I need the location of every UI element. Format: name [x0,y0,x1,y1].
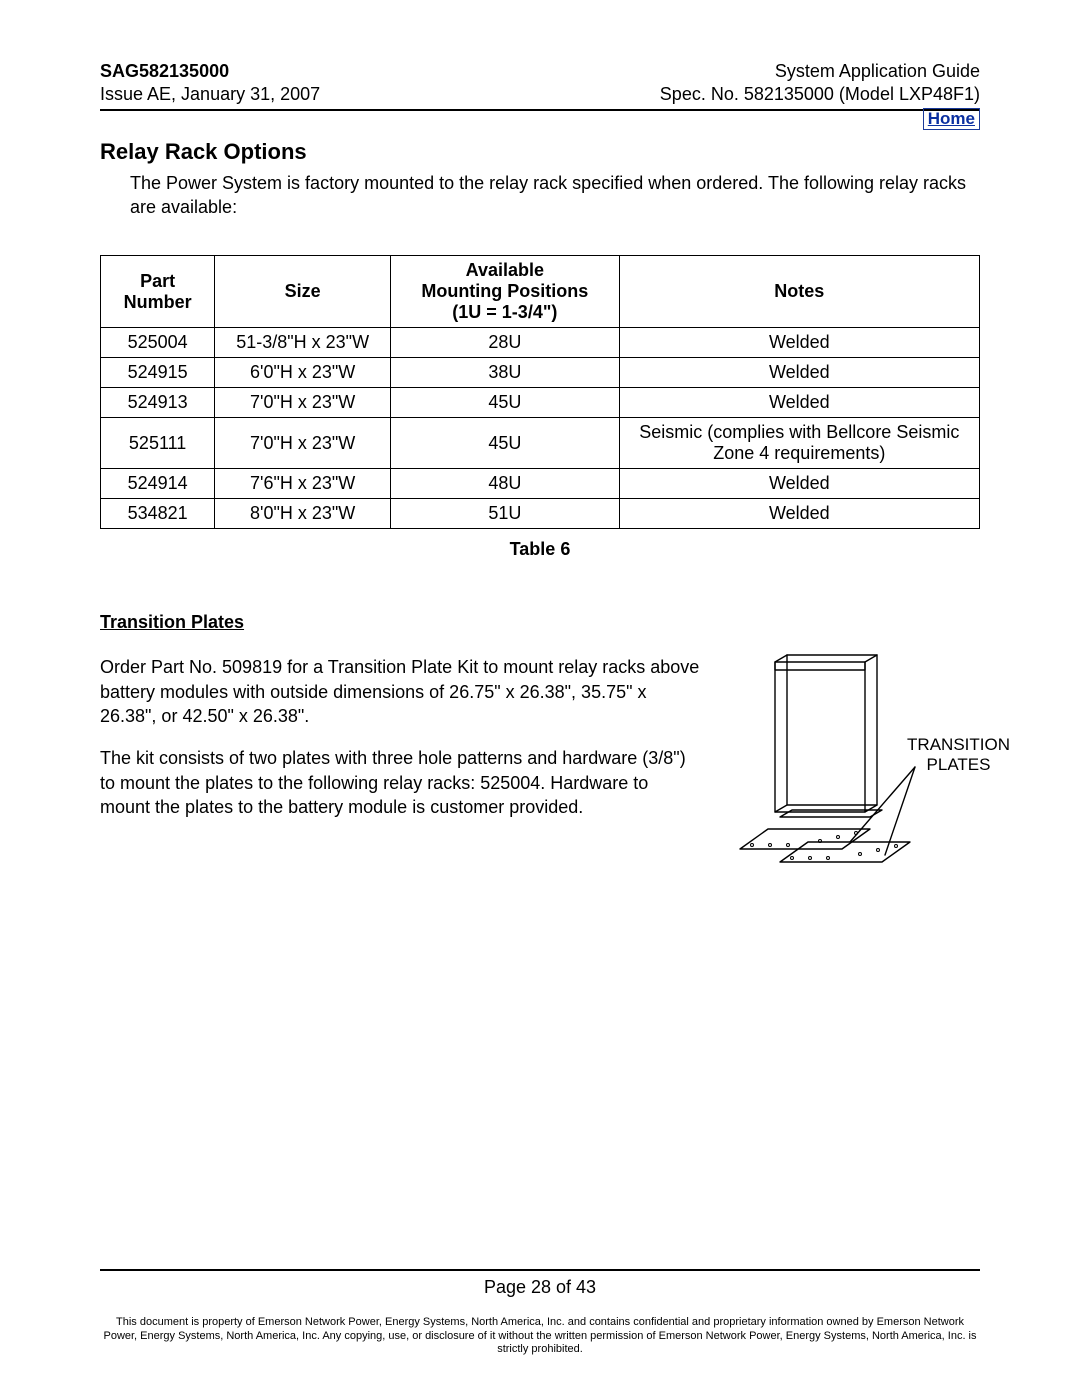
table-row: 534821 8'0"H x 23"W 51U Welded [101,499,980,529]
table-row: 525004 51-3/8"H x 23"W 28U Welded [101,328,980,358]
th-notes: Notes [619,256,979,328]
transition-figure: TRANSITION PLATES [720,637,980,877]
table-row: 524914 7'6"H x 23"W 48U Welded [101,469,980,499]
section-intro: The Power System is factory mounted to t… [130,171,980,220]
spec-line: Spec. No. 582135000 (Model LXP48F1) [660,84,980,104]
fine-print: This document is property of Emerson Net… [100,1316,980,1357]
th-part: Part Number [101,256,215,328]
issue-line: Issue AE, January 31, 2007 [100,84,320,104]
table-row: 524915 6'0"H x 23"W 38U Welded [101,358,980,388]
header: SAG582135000 System Application Guide Is… [100,60,980,111]
transition-p2: The kit consists of two plates with thre… [100,746,700,819]
home-link[interactable]: Home [923,108,980,130]
transition-p1: Order Part No. 509819 for a Transition P… [100,655,700,728]
page-number: Page 28 of 43 [100,1269,980,1298]
transition-title: Transition Plates [100,612,980,633]
th-size: Size [215,256,391,328]
footer: Page 28 of 43 This document is property … [100,1269,980,1357]
guide-title: System Application Guide [775,61,980,81]
relay-table-body: 525004 51-3/8"H x 23"W 28U Welded 524915… [101,328,980,529]
table-row: 524913 7'0"H x 23"W 45U Welded [101,388,980,418]
table-row: 525111 7'0"H x 23"W 45U Seismic (complie… [101,418,980,469]
table-caption: Table 6 [100,539,980,560]
doc-id: SAG582135000 [100,61,229,81]
th-positions: Available Mounting Positions (1U = 1-3/4… [391,256,620,328]
relay-rack-table: Part Number Size Available Mounting Posi… [100,255,980,529]
section-title: Relay Rack Options [100,139,980,165]
figure-label: TRANSITION PLATES [907,735,1010,774]
